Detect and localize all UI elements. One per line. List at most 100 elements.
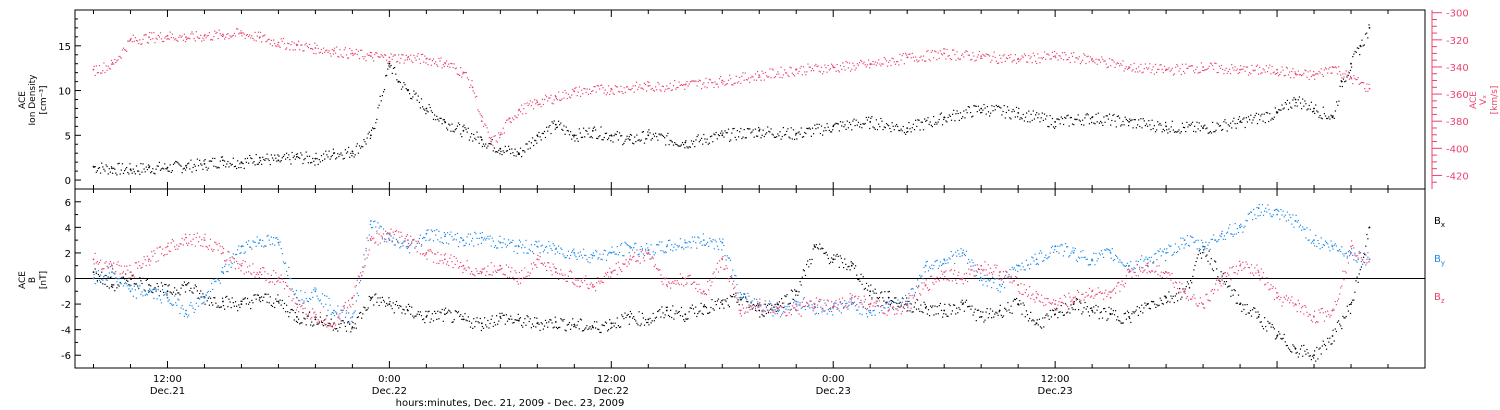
top-point — [212, 157, 214, 159]
top-point — [339, 153, 341, 156]
top-data-point — [517, 152, 520, 155]
bottom-point — [519, 241, 522, 243]
top-point — [761, 134, 763, 136]
top-point — [253, 161, 255, 163]
top-point — [776, 73, 778, 75]
bottom-point — [1120, 261, 1122, 263]
top-point — [847, 127, 849, 129]
bottom-point — [391, 241, 393, 243]
top-point — [316, 44, 318, 46]
bottom-point — [930, 267, 932, 270]
top-point — [829, 68, 832, 70]
top-point — [841, 125, 843, 127]
top-point — [920, 55, 922, 57]
bottom-point — [352, 313, 354, 315]
bottom-point — [1203, 249, 1205, 251]
top-point — [1018, 61, 1020, 63]
bottom-point — [1306, 348, 1308, 351]
top-point — [225, 36, 227, 38]
bottom-point — [717, 248, 720, 251]
top-point — [383, 54, 386, 56]
top-point — [1008, 54, 1010, 57]
top-point — [1158, 124, 1160, 126]
top-point — [1125, 118, 1127, 120]
top-point — [853, 118, 855, 120]
top-point — [890, 131, 892, 133]
top-point — [1328, 116, 1330, 118]
top-point — [1232, 120, 1234, 122]
top-point — [652, 133, 654, 135]
top-point — [813, 133, 815, 135]
top-point — [435, 119, 437, 121]
top-point — [644, 84, 647, 86]
bottom-point — [959, 255, 961, 258]
bottom-point — [180, 287, 182, 289]
bottom-point — [145, 265, 147, 267]
bottom-point — [1000, 314, 1002, 316]
top-point — [702, 83, 704, 85]
bottom-point — [947, 262, 949, 264]
bottom-point — [547, 326, 549, 328]
bottom-point — [1159, 297, 1161, 299]
top-point — [949, 115, 951, 117]
bottom-point — [502, 242, 504, 244]
bottom-point — [504, 323, 506, 325]
top-point — [518, 108, 520, 110]
bottom-point — [95, 272, 97, 274]
bottom-point — [999, 291, 1001, 293]
bottom-point — [969, 305, 971, 307]
top-point — [1078, 56, 1080, 58]
top-point — [368, 131, 370, 133]
top-point — [817, 65, 819, 67]
bottom-point — [915, 308, 918, 310]
bottom-point — [527, 252, 529, 254]
bottom-point — [544, 246, 547, 248]
top-point — [441, 123, 443, 125]
bottom-point — [1341, 246, 1343, 248]
bottom-point — [1363, 256, 1365, 258]
top-point — [1093, 60, 1095, 62]
top-point — [188, 37, 190, 39]
bottom-point — [471, 322, 473, 324]
top-point — [934, 50, 936, 52]
top-point — [202, 37, 204, 39]
top-point — [620, 85, 622, 87]
top-point — [584, 88, 586, 90]
bottom-point — [1332, 329, 1334, 331]
bottom-point — [947, 315, 949, 317]
top-data-point — [832, 125, 835, 128]
top-point — [676, 87, 678, 89]
bottom-point — [113, 262, 115, 264]
top-point — [515, 116, 517, 118]
top-point — [717, 86, 719, 88]
top-point — [1218, 65, 1220, 67]
bottom-point — [986, 285, 988, 287]
top-point — [509, 121, 511, 123]
top-point — [773, 77, 775, 79]
top-point — [227, 33, 229, 35]
top-point — [303, 159, 305, 161]
top-point — [1006, 106, 1009, 108]
bottom-point — [382, 228, 385, 230]
bottom-point — [510, 315, 512, 317]
top-point — [467, 127, 469, 129]
top-point — [887, 124, 889, 126]
bottom-point — [124, 265, 126, 267]
bottom-point — [791, 298, 794, 300]
bottom-point — [1123, 313, 1125, 315]
bottom-point — [1166, 302, 1168, 304]
top-data-point — [314, 157, 317, 160]
bottom-point — [443, 232, 445, 234]
top-point — [1301, 75, 1303, 77]
top-point — [255, 154, 257, 156]
bottom-point — [1112, 310, 1114, 312]
top-point — [1134, 71, 1136, 73]
bottom-point — [147, 291, 150, 294]
bottom-point — [928, 266, 931, 268]
top-point — [270, 154, 272, 156]
top-point — [1365, 90, 1367, 92]
bottom-point — [1173, 301, 1175, 304]
top-point — [1310, 101, 1312, 103]
top-point — [898, 64, 900, 66]
bottom-point — [501, 312, 503, 314]
